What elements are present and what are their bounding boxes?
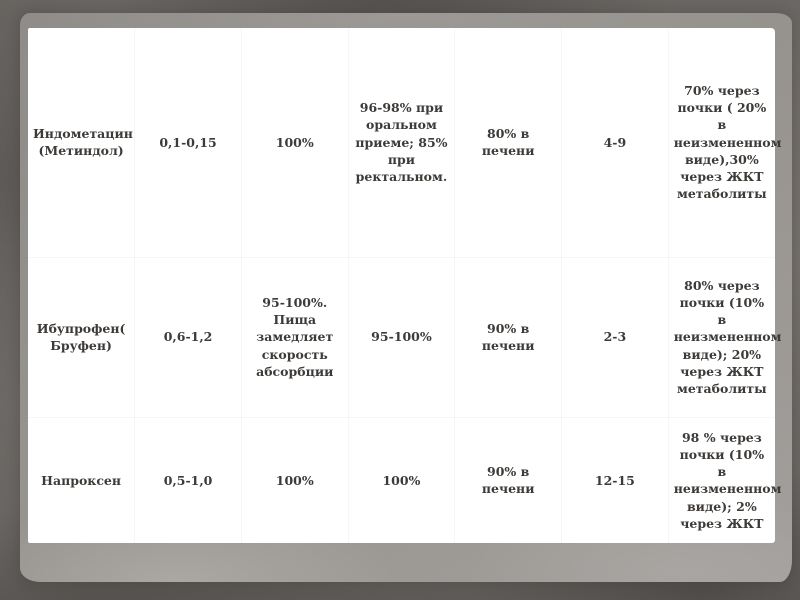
table-cell-drug-name: Индометацин (Метиндол) [28, 28, 136, 258]
table-cell: 0,1-0,15 [134, 28, 242, 258]
table-row: Напроксен 0,5-1,0 100% 100% 90% в печени… [28, 416, 781, 543]
table-cell: 100% [240, 28, 349, 258]
table-row: Ибупрофен( Бруфен) 0,6-1,2 95-100%. Пища… [28, 256, 781, 418]
paper-sheet: Индометацин (Метиндол) 0,1-0,15 100% 96-… [28, 28, 781, 543]
table-cell: 95-100% [347, 256, 456, 418]
table-cell: 90% в печени [454, 416, 563, 543]
table-cell: 100% [347, 416, 456, 543]
table-cell: 80% через почки (10% в неизмененном виде… [667, 256, 781, 418]
table-cell-drug-name: Ибупрофен( Бруфен) [28, 256, 136, 418]
table-cell: 0,5-1,0 [134, 416, 242, 543]
drug-pharmacokinetics-table: Индометацин (Метиндол) 0,1-0,15 100% 96-… [28, 28, 781, 543]
table-cell-drug-name: Напроксен [28, 416, 136, 543]
table-cell: 90% в печени [454, 256, 563, 418]
table-cell: 95-100%. Пища замедляет скорость абсорбц… [240, 256, 349, 418]
table-cell: 70% через почки ( 20% в неизмененном вид… [667, 28, 781, 258]
table-cell: 0,6-1,2 [134, 256, 242, 418]
table-cell: 98 % через почки (10% в неизмененном вид… [667, 416, 781, 543]
table-cell: 2-3 [561, 256, 669, 418]
table-row: Индометацин (Метиндол) 0,1-0,15 100% 96-… [28, 28, 781, 258]
table-cell: 12-15 [561, 416, 669, 543]
table-cell: 96-98% при оральном приеме; 85% при рект… [347, 28, 456, 258]
table-cell: 4-9 [561, 28, 669, 258]
table-cell: 100% [240, 416, 349, 543]
table-cell: 80% в печени [454, 28, 563, 258]
